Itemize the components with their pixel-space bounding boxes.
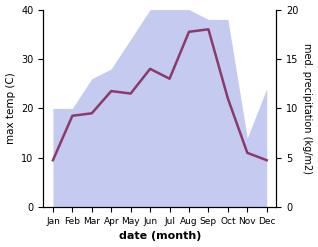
X-axis label: date (month): date (month)	[119, 231, 201, 242]
Y-axis label: max temp (C): max temp (C)	[5, 72, 16, 144]
Y-axis label: med. precipitation (kg/m2): med. precipitation (kg/m2)	[302, 43, 313, 174]
